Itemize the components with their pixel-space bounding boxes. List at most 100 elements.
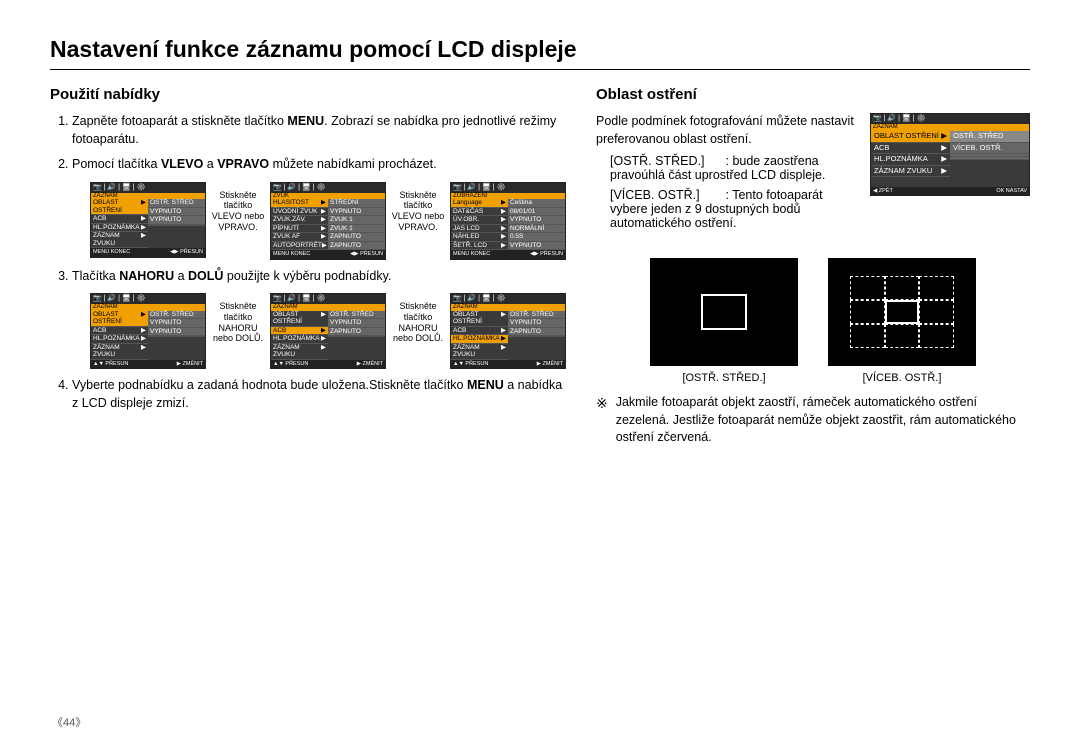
tab-icons: 📷 | 🔊 | 🖥 | ⚙ — [873, 115, 925, 123]
hint-ud: Stiskněte tlačítko NAHORU nebo DOLŮ. — [210, 293, 266, 344]
menu-value: OSTŘ. STŘED — [950, 131, 1029, 143]
menu-row: ŠETŘ. LCD▶ — [451, 242, 508, 250]
right-heading: Oblast ostření — [596, 86, 1030, 103]
menu-value: ZVUK 1 — [328, 216, 385, 224]
menu-row: HL.POZNÁMKA▶ — [271, 335, 328, 343]
menu-row: ACB▶ — [871, 143, 950, 155]
tab-icons: 📷 | 🔊 | 🖥 | ⚙ — [273, 295, 325, 303]
lcd-screen: 📷 | 🔊 | 🖥 | ⚙ZVUKHLASITOST▶ÚVODNÍ ZVUK▶Z… — [270, 182, 386, 260]
screen-footer: MENU KONEC◀▶ PŘESUN — [91, 248, 205, 256]
menu-value: VYPNUTO — [148, 216, 205, 224]
tab-icons: 📷 | 🔊 | 🖥 | ⚙ — [273, 184, 325, 192]
menu-row: ZÁZNAM ZVUKU▶ — [91, 344, 148, 360]
menu-value: OSTŘ. STŘED — [148, 199, 205, 207]
illus-multi-caption: [VÍCEB. OSTŘ.] — [828, 372, 976, 384]
illus-center — [650, 258, 798, 366]
screen-title: ZÁZNAM — [91, 304, 205, 311]
lcd-screen: 📷 | 🔊 | 🖥 | ⚙ZOBRAZENÍLanguage▶DAT&ČAS▶Ú… — [450, 182, 566, 260]
hint-ud: Stiskněte tlačítko NAHORU nebo DOLŮ. — [390, 293, 446, 344]
menu-row: Language▶ — [451, 199, 508, 207]
illustrations: [OSTŘ. STŘED.] [VÍCEB. OSTŘ.] — [596, 258, 1030, 384]
lcd-screen: 📷 | 🔊 | 🖥 | ⚙ZÁZNAMOBLAST OSTŘENÍ▶ACB▶HL… — [450, 293, 566, 369]
screen-footer: ▲▼ PŘESUN▶ ZMĚNIT — [271, 360, 385, 368]
menu-value: ZAPNUTO — [328, 328, 385, 336]
screens-row-1: 📷 | 🔊 | 🖥 | ⚙ZÁZNAMOBLAST OSTŘENÍ▶ACB▶HL… — [90, 182, 566, 260]
screen-footer: ▲▼ PŘESUN▶ ZMĚNIT — [91, 360, 205, 368]
step-3: Tlačítka NAHORU a DOLŮ použijte k výběru… — [72, 268, 566, 370]
screen-footer: MENU KONEC◀▶ PŘESUN — [271, 250, 385, 258]
note: ※ Jakmile fotoaparát objekt zaostří, rám… — [596, 394, 1030, 447]
tab-icons: 📷 | 🔊 | 🖥 | ⚙ — [453, 184, 505, 192]
menu-row: OBLAST OSTŘENÍ▶ — [451, 311, 508, 327]
menu-value: OSTŘ. STŘED — [328, 311, 385, 319]
menu-value — [328, 336, 385, 337]
left-column: Použití nabídky Zapněte fotoaparát a sti… — [50, 86, 566, 447]
screens-row-2: 📷 | 🔊 | 🖥 | ⚙ZÁZNAMOBLAST OSTŘENÍ▶ACB▶HL… — [90, 293, 566, 369]
menu-value: VYPNUTO — [148, 328, 205, 336]
tab-icons: 📷 | 🔊 | 🖥 | ⚙ — [93, 295, 145, 303]
illus-multi — [828, 258, 976, 366]
right-lcd-screen: 📷 | 🔊 | 🖥 | ⚙ZÁZNAMOBLAST OSTŘENÍ▶ACB▶HL… — [870, 113, 1030, 196]
menu-value: STŘEDNÍ — [328, 199, 385, 207]
right-column: Oblast ostření Podle podmínek fotografov… — [596, 86, 1030, 447]
menu-value: VYPNUTO — [328, 208, 385, 216]
menu-row: PÍPNUTÍ▶ — [271, 225, 328, 233]
menu-value: VYPNUTO — [508, 216, 565, 224]
menu-value: ZAPNUTO — [328, 233, 385, 241]
lcd-screen: 📷 | 🔊 | 🖥 | ⚙ZÁZNAMOBLAST OSTŘENÍ▶ACB▶HL… — [270, 293, 386, 369]
menu-value — [148, 225, 205, 226]
menu-row: ZÁZNAM ZVUKU▶ — [271, 344, 328, 360]
menu-row: OBLAST OSTŘENÍ▶ — [271, 311, 328, 327]
screen-title: ZVUK — [271, 193, 385, 200]
menu-value — [508, 336, 565, 337]
tab-icons: 📷 | 🔊 | 🖥 | ⚙ — [453, 295, 505, 303]
menu-row: OBLAST OSTŘENÍ▶ — [871, 131, 950, 143]
step-4: Vyberte podnabídku a zadaná hodnota bude… — [72, 377, 566, 412]
focus-item-1: [VÍCEB. OSTŘ.] : Tento fotoaparát vybere… — [610, 188, 858, 230]
menu-row: ZVUK.ZÁV.▶ — [271, 216, 328, 224]
note-text: Jakmile fotoaparát objekt zaostří, rámeč… — [616, 394, 1030, 447]
menu-value: ZAPNUTO — [508, 328, 565, 336]
menu-row: HL.POZNÁMKA▶ — [871, 154, 950, 166]
step-2: Pomocí tlačítka VLEVO a VPRAVO můžete na… — [72, 156, 566, 260]
screen-footer: ◀ ZPĚTOK NASTAV — [871, 187, 1029, 195]
menu-value: 08/01/01 — [508, 208, 565, 216]
hint-lr: Stiskněte tlačítko VLEVO nebo VPRAVO. — [390, 182, 446, 233]
menu-row: ZVUK AF▶ — [271, 233, 328, 241]
page-title: Nastavení funkce záznamu pomocí LCD disp… — [50, 36, 1030, 70]
screen-title: ZÁZNAM — [451, 304, 565, 311]
menu-value: VYPNUTO — [328, 319, 385, 327]
lcd-screen: 📷 | 🔊 | 🖥 | ⚙ZÁZNAMOBLAST OSTŘENÍ▶ACB▶HL… — [870, 113, 1030, 196]
lcd-screen: 📷 | 🔊 | 🖥 | ⚙ZÁZNAMOBLAST OSTŘENÍ▶ACB▶HL… — [90, 182, 206, 258]
menu-row: ZÁZNAM ZVUKU▶ — [91, 232, 148, 248]
lcd-screen: 📷 | 🔊 | 🖥 | ⚙ZÁZNAMOBLAST OSTŘENÍ▶ACB▶HL… — [90, 293, 206, 369]
menu-value: VYPNUTO — [148, 319, 205, 327]
hint-lr: Stiskněte tlačítko VLEVO nebo VPRAVO. — [210, 182, 266, 233]
right-intro: Podle podmínek fotografování můžete nast… — [596, 113, 858, 148]
menu-value: NORMÁLNÍ — [508, 225, 565, 233]
menu-row: NÁHLED▶ — [451, 233, 508, 241]
menu-row: ÚV.OBR.▶ — [451, 216, 508, 224]
menu-value: ZVUK 1 — [328, 225, 385, 233]
screen-title: ZOBRAZENÍ — [451, 193, 565, 200]
screen-footer: ▲▼ PŘESUN▶ ZMĚNIT — [451, 360, 565, 368]
menu-value — [148, 336, 205, 337]
menu-value: VYPNUTO — [508, 242, 565, 250]
screen-title: ZÁZNAM — [871, 124, 1029, 131]
menu-row: OBLAST OSTŘENÍ▶ — [91, 199, 148, 215]
illus-center-caption: [OSTŘ. STŘED.] — [650, 372, 798, 384]
menu-row: AUTOPORTRÉT▶ — [271, 242, 328, 250]
steps-list: Zapněte fotoaparát a stiskněte tlačítko … — [50, 113, 566, 412]
menu-value: 0.5S — [508, 233, 565, 241]
step-1: Zapněte fotoaparát a stiskněte tlačítko … — [72, 113, 566, 148]
menu-row: HL.POZNÁMKA▶ — [451, 335, 508, 343]
page-number: 《44》 — [52, 714, 86, 730]
menu-value: ZAPNUTO — [328, 242, 385, 250]
menu-row: HL.POZNÁMKA▶ — [91, 335, 148, 343]
menu-row: ACB▶ — [91, 215, 148, 223]
menu-value — [950, 157, 1029, 160]
menu-value: VÍCEB. OSTŘ. — [950, 143, 1029, 155]
screen-title: ZÁZNAM — [271, 304, 385, 311]
menu-value: OSTŘ. STŘED — [148, 311, 205, 319]
tab-icons: 📷 | 🔊 | 🖥 | ⚙ — [93, 184, 145, 192]
